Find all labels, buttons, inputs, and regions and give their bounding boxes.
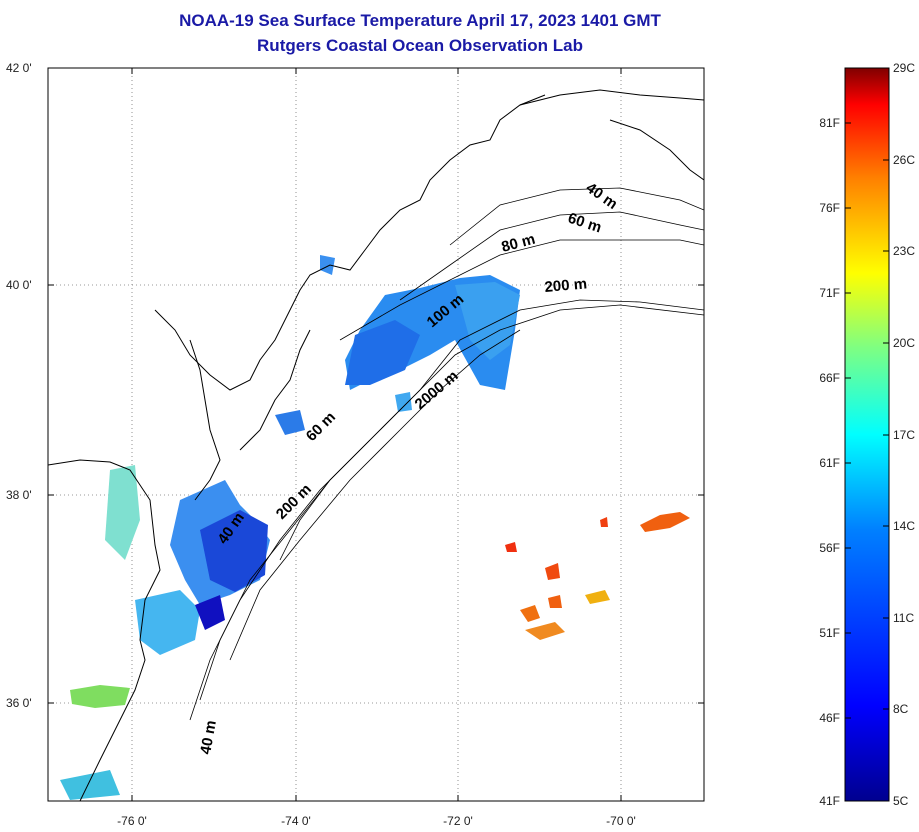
contour-label: 40 m <box>197 719 220 756</box>
lat-label: 36 0' <box>6 696 32 710</box>
colorbar-f-label: 66F <box>819 371 840 385</box>
colorbar-c-label: 29C <box>893 61 915 75</box>
colorbar-c-label: 14C <box>893 519 915 533</box>
colorbar-f-label: 56F <box>819 541 840 555</box>
colorbar-c-label: 20C <box>893 336 915 350</box>
colorbar-f-label: 46F <box>819 711 840 725</box>
colorbar-f-label: 51F <box>819 626 840 640</box>
lat-label: 40 0' <box>6 278 32 292</box>
colorbar-f-label: 41F <box>819 794 840 808</box>
colorbar-c-label: 26C <box>893 153 915 167</box>
colorbar-f-label: 61F <box>819 456 840 470</box>
lon-label: -76 0' <box>117 814 147 828</box>
colorbar-c-label: 11C <box>893 611 914 625</box>
lon-label: -74 0' <box>281 814 311 828</box>
lon-label: -70 0' <box>606 814 636 828</box>
colorbar-f-label: 81F <box>819 116 840 130</box>
sst-patches-warm <box>505 512 690 640</box>
colorbar-f-label: 76F <box>819 201 840 215</box>
map-title: NOAA-19 Sea Surface Temperature April 17… <box>179 11 661 30</box>
contour-label: 200 m <box>544 275 588 296</box>
axis-ticks <box>48 68 704 801</box>
colorbar-c-label: 8C <box>893 702 909 716</box>
lon-label: -72 0' <box>443 814 473 828</box>
lat-label: 42 0' <box>6 61 32 75</box>
colorbar <box>844 67 890 802</box>
colorbar-ticks <box>845 67 889 719</box>
colorbar-c-label: 5C <box>893 794 909 808</box>
lat-label: 38 0' <box>6 488 32 502</box>
coastline <box>48 89 704 801</box>
colorbar-c-label: 17C <box>893 428 915 442</box>
map-subtitle: Rutgers Coastal Ocean Observation Lab <box>257 36 583 55</box>
colorbar-c-label: 23C <box>893 244 915 258</box>
colorbar-f-label: 71F <box>819 286 840 300</box>
graticule <box>48 68 704 801</box>
bathymetry-contours <box>189 187 704 721</box>
